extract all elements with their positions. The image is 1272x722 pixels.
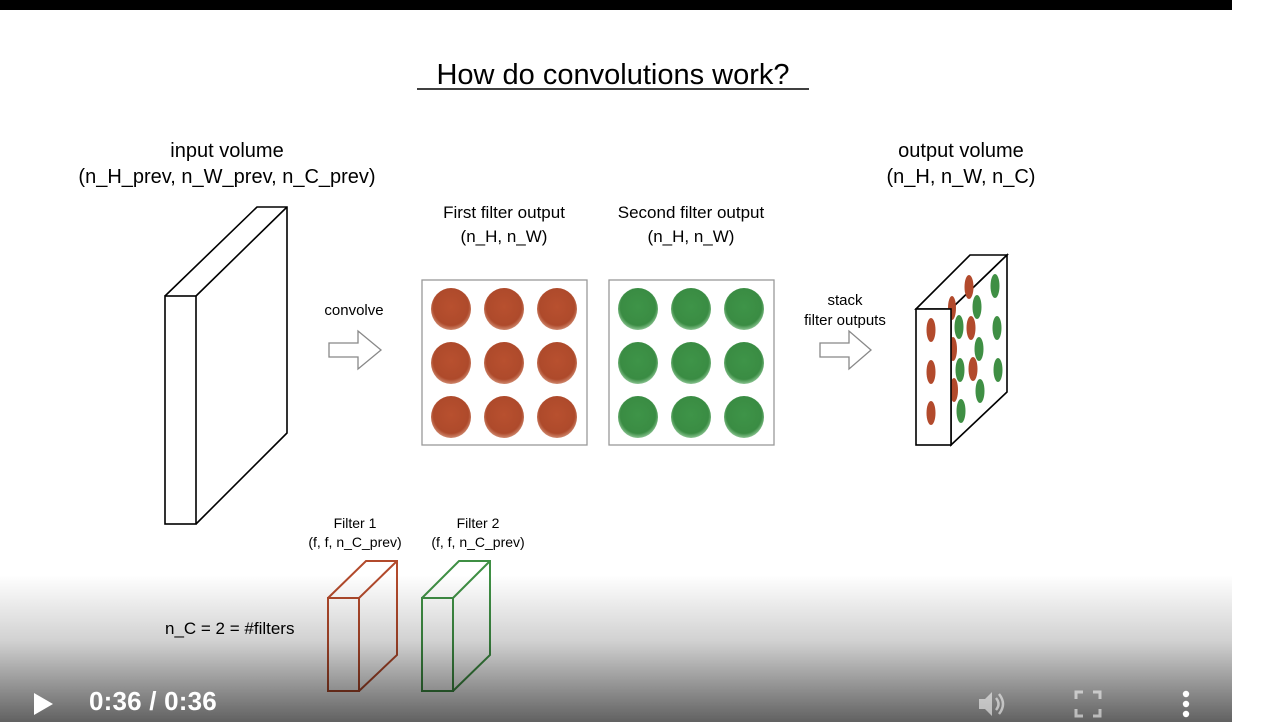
- first-output-grid: [421, 279, 588, 446]
- slide-title: How do convolutions work?: [436, 59, 789, 91]
- output-cell: [431, 288, 471, 330]
- output-cell: [618, 342, 658, 384]
- output-cell: [974, 337, 984, 361]
- output-cell: [956, 399, 966, 423]
- output-cell: [955, 358, 965, 382]
- output-cell: [968, 357, 978, 381]
- input-volume-box: [164, 206, 288, 525]
- output-cell: [954, 315, 964, 339]
- stack-label-line2: filter outputs: [804, 312, 886, 329]
- play-button[interactable]: [30, 690, 56, 718]
- video-player[interactable]: How do convolutions work? input volume (…: [0, 0, 1232, 722]
- output-cell: [537, 342, 577, 384]
- play-icon: [34, 693, 53, 715]
- second-output-shape: (n_H, n_W): [648, 227, 735, 246]
- first-output-label: First filter output: [443, 203, 565, 222]
- stack-label: stack: [827, 292, 863, 309]
- output-cell: [671, 396, 711, 438]
- output-cell: [926, 360, 936, 384]
- output-cell: [431, 342, 471, 384]
- fullscreen-button[interactable]: [1070, 686, 1106, 722]
- output-cell: [671, 288, 711, 330]
- second-output-grid: [608, 279, 775, 446]
- time-display: 0:36 / 0:36: [89, 686, 217, 716]
- more-button[interactable]: [1168, 686, 1204, 722]
- output-cell: [537, 396, 577, 438]
- fullscreen-icon: [1074, 690, 1102, 718]
- output-cell: [993, 358, 1003, 382]
- output-cell: [618, 288, 658, 330]
- output-volume-label: output volume: [898, 140, 1024, 162]
- output-cell: [724, 342, 764, 384]
- output-cell: [966, 316, 976, 340]
- output-cell: [618, 396, 658, 438]
- output-cell: [950, 378, 958, 402]
- output-cell: [975, 379, 985, 403]
- player-top-bar: [0, 0, 1232, 10]
- convolve-label: convolve: [324, 302, 383, 319]
- output-cell: [926, 401, 936, 425]
- stack-arrow: [819, 329, 872, 371]
- output-volume-box: [914, 253, 1009, 447]
- output-cell: [484, 288, 524, 330]
- first-output-shape: (n_H, n_W): [461, 227, 548, 246]
- player-controls: 0:36 / 0:36: [0, 680, 1232, 722]
- more-vertical-icon: [1182, 690, 1190, 718]
- output-cell: [990, 274, 1000, 298]
- output-cell: [926, 318, 936, 342]
- filter1-shape: (f, f, n_C_prev): [308, 534, 401, 550]
- output-cell: [484, 342, 524, 384]
- input-volume-label: input volume: [170, 140, 283, 162]
- output-cell: [484, 396, 524, 438]
- second-output-label: Second filter output: [618, 203, 765, 222]
- output-cell: [431, 396, 471, 438]
- nc-label: n_C = 2 = #filters: [165, 619, 294, 638]
- filter1-label: Filter 1: [334, 515, 377, 531]
- output-cell: [964, 275, 974, 299]
- input-volume-shape: (n_H_prev, n_W_prev, n_C_prev): [78, 166, 375, 188]
- filter2-shape: (f, f, n_C_prev): [431, 534, 524, 550]
- output-cell: [992, 316, 1002, 340]
- slide-frame: How do convolutions work? input volume (…: [78, 59, 1036, 692]
- convolve-arrow: [328, 329, 383, 371]
- output-cell: [724, 396, 764, 438]
- output-cell: [537, 288, 577, 330]
- page-margin-right: [1232, 0, 1272, 722]
- filter1-cube: [327, 560, 398, 692]
- output-cell: [671, 342, 711, 384]
- volume-icon: [979, 692, 1005, 716]
- filter2-cube: [421, 560, 491, 692]
- output-cell: [724, 288, 764, 330]
- volume-button[interactable]: [974, 686, 1010, 722]
- output-cell: [972, 295, 982, 319]
- filter2-label: Filter 2: [457, 515, 500, 531]
- output-volume-shape: (n_H, n_W, n_C): [887, 166, 1036, 188]
